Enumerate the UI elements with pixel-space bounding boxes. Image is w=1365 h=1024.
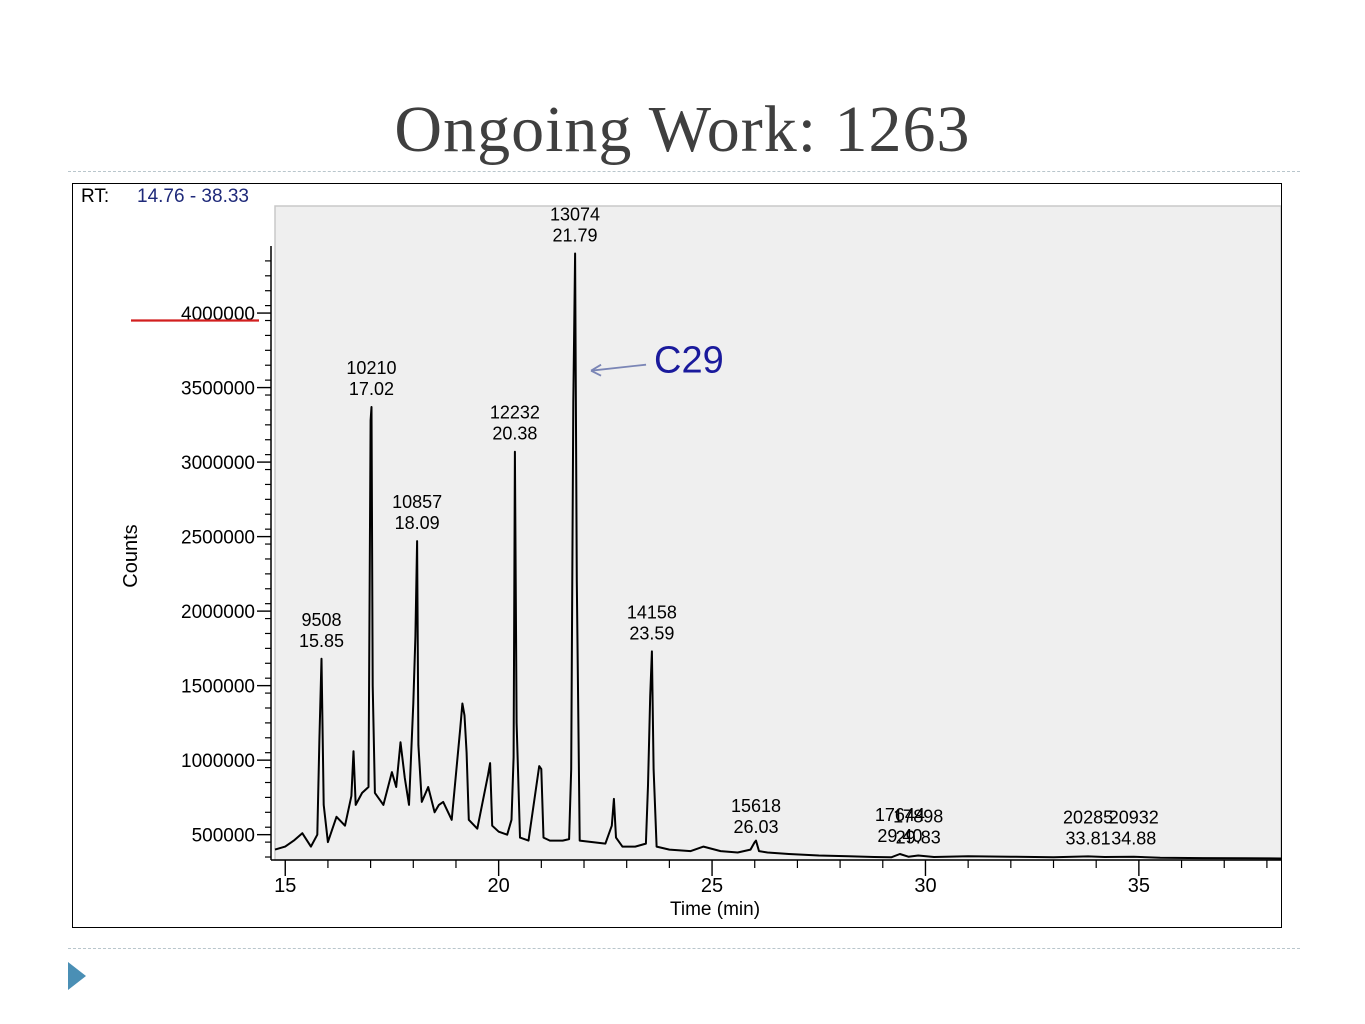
- x-ticks: 15 20 25 30 35: [274, 860, 1150, 897]
- title-divider: [68, 171, 1300, 172]
- series-layer: [274, 252, 1281, 860]
- y-tick-label: 2000000: [181, 602, 255, 623]
- slide-title: Ongoing Work: 1263: [394, 93, 971, 166]
- peak-time: 21.79: [553, 225, 598, 245]
- x-axis-label: Time (min): [670, 899, 760, 920]
- peak-time: 26.03: [733, 817, 778, 837]
- arrow-head: [590, 363, 602, 377]
- peak-time: 18.09: [395, 513, 440, 533]
- c29-label: C29: [654, 340, 724, 382]
- peak-scan: 10857: [392, 492, 442, 512]
- peak-scan: 20285: [1063, 807, 1113, 827]
- y-minor-ticks: [265, 260, 271, 858]
- peak-scan: 9508: [301, 610, 341, 630]
- footer-divider: [68, 948, 1300, 949]
- y-tick-label: 2500000: [181, 528, 255, 549]
- x-minor-ticks: [327, 860, 1268, 868]
- peak-scan: 13074: [550, 204, 600, 224]
- rt-range: 14.76 - 38.33: [137, 186, 249, 207]
- peak-labels: 950815.851021017.021085718.091223220.381…: [299, 204, 1159, 848]
- c29-arrow: [590, 363, 647, 377]
- x-tick-label: 25: [701, 875, 723, 897]
- peak-time: 23.59: [629, 623, 674, 643]
- peak-time: 20.38: [492, 424, 537, 444]
- peak-time: 15.85: [299, 631, 344, 651]
- peak-scan: 10210: [346, 358, 396, 378]
- peak-time: 33.81: [1066, 828, 1111, 848]
- y-tick-label: 1500000: [181, 677, 255, 698]
- y-tick-label: 1000000: [181, 751, 255, 772]
- y-axis-label: Counts: [120, 524, 142, 587]
- y-tick-label: 500000: [192, 826, 255, 847]
- y-tick-label: 4000000: [181, 304, 255, 325]
- peak-time: 29.40: [877, 826, 922, 846]
- annotation-layer: C29: [131, 319, 724, 382]
- peak-time: 17.02: [349, 379, 394, 399]
- peak-scan: 20932: [1109, 807, 1159, 827]
- peak-scan: 17898: [893, 807, 943, 827]
- peak-time: 29.83: [896, 828, 941, 848]
- chromatogram-chart: RT: 14.76 - 38.33 500000 1000000 1500000 20…: [72, 183, 1282, 928]
- x-tick-label: 35: [1128, 875, 1150, 897]
- rt-label: RT:: [81, 186, 109, 207]
- x-tick-label: 15: [274, 875, 296, 897]
- next-slide-icon[interactable]: [68, 962, 86, 990]
- x-tick-label: 20: [488, 875, 510, 897]
- peak-scan: 12232: [490, 403, 540, 423]
- peak-scan: 15618: [731, 796, 781, 816]
- peak-scan: 17644: [875, 805, 925, 825]
- peak-time: 34.88: [1111, 828, 1156, 848]
- plot-area: [274, 205, 1281, 861]
- x-tick-label: 30: [914, 875, 936, 897]
- y-ticks: 500000 1000000 1500000 2000000 2500000 300000…: [181, 304, 271, 847]
- y-tick-label: 3000000: [181, 453, 255, 474]
- peak-scan: 14158: [627, 602, 677, 622]
- chromatogram-trace: [274, 252, 1281, 860]
- arrow-shaft: [590, 363, 647, 372]
- chromatogram-svg: RT: 14.76 - 38.33 500000 1000000 1500000 20…: [81, 186, 1281, 920]
- y-tick-label: 3500000: [181, 379, 255, 400]
